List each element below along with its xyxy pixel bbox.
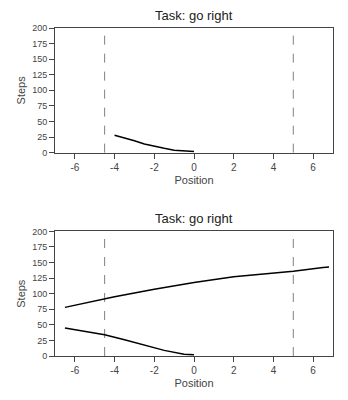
svg-text:-2: -2: [150, 365, 159, 376]
svg-text:-6: -6: [70, 365, 79, 376]
svg-text:150: 150: [32, 54, 47, 64]
svg-text:0: 0: [42, 351, 47, 361]
svg-text:75: 75: [37, 101, 47, 111]
svg-text:-2: -2: [150, 162, 159, 173]
svg-text:175: 175: [32, 242, 47, 252]
svg-text:25: 25: [37, 132, 47, 142]
svg-text:0: 0: [191, 162, 197, 173]
svg-text:-6: -6: [70, 162, 79, 173]
svg-text:Position: Position: [174, 174, 213, 186]
svg-text:100: 100: [32, 289, 47, 299]
svg-text:0: 0: [42, 148, 47, 158]
svg-text:50: 50: [37, 117, 47, 127]
svg-text:200: 200: [32, 227, 47, 237]
svg-text:175: 175: [32, 39, 47, 49]
svg-text:-4: -4: [110, 162, 119, 173]
svg-text:6: 6: [310, 365, 316, 376]
svg-text:-4: -4: [110, 365, 119, 376]
svg-text:4: 4: [271, 162, 277, 173]
svg-text:6: 6: [310, 162, 316, 173]
svg-text:Task: go right: Task: go right: [155, 8, 233, 23]
svg-text:100: 100: [32, 85, 47, 95]
svg-text:2: 2: [231, 365, 237, 376]
svg-text:Position: Position: [174, 377, 213, 389]
svg-text:50: 50: [37, 320, 47, 330]
svg-text:25: 25: [37, 336, 47, 346]
svg-text:Steps: Steps: [15, 279, 27, 308]
svg-text:2: 2: [231, 162, 237, 173]
svg-text:200: 200: [32, 23, 47, 33]
svg-text:Steps: Steps: [15, 76, 27, 105]
svg-text:75: 75: [37, 304, 47, 314]
svg-text:125: 125: [32, 70, 47, 80]
svg-text:Task: go right: Task: go right: [155, 211, 233, 226]
svg-text:0: 0: [191, 365, 197, 376]
svg-text:4: 4: [271, 365, 277, 376]
svg-text:150: 150: [32, 258, 47, 268]
svg-text:125: 125: [32, 273, 47, 283]
